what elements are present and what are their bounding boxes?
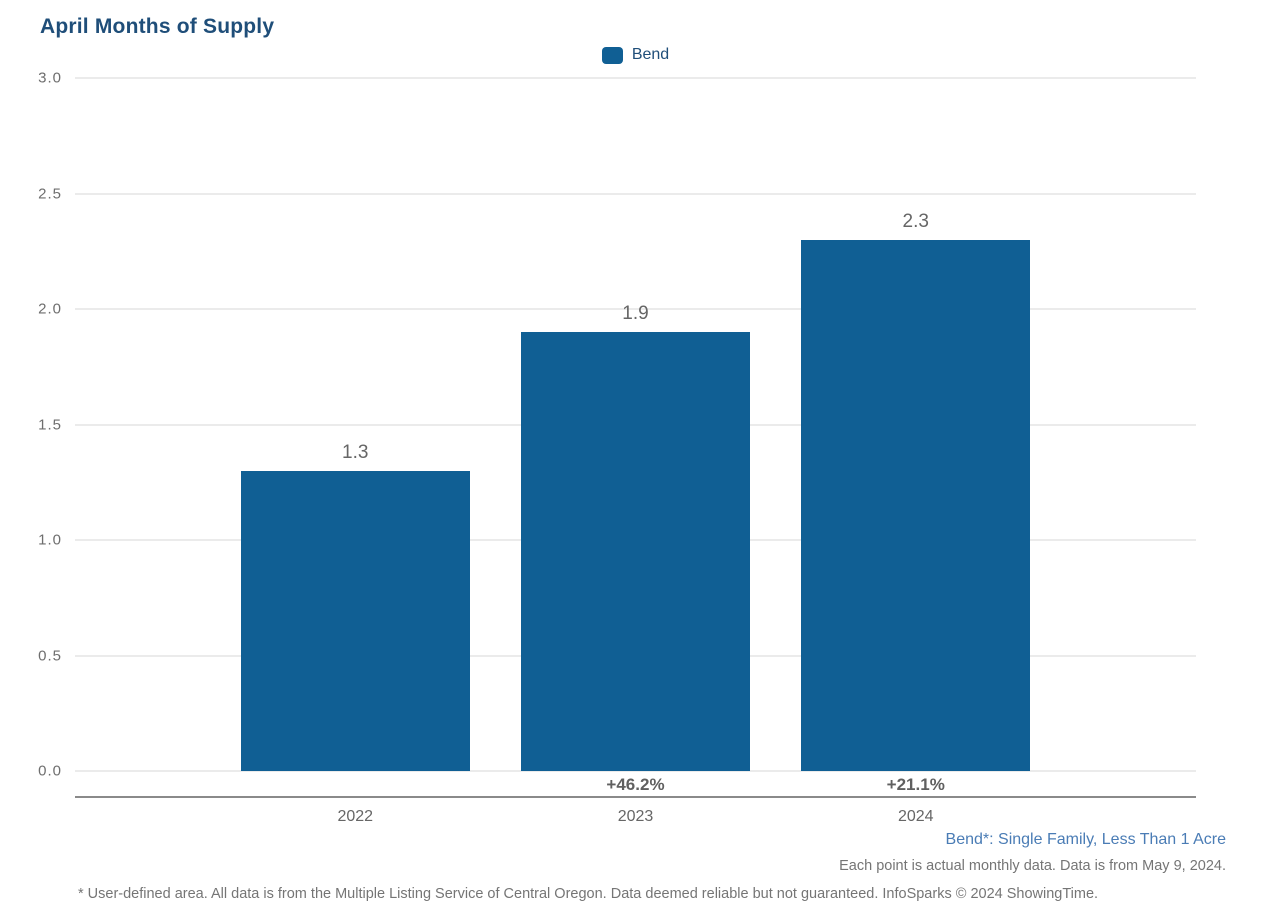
y-axis-tick-label: 1.0 [38,531,62,549]
y-axis-tick-label: 2.5 [38,185,62,202]
x-axis-category-label: 2024 [897,808,934,825]
x-axis-category-label: 2023 [617,808,654,825]
y-axis-tick-label: 0.0 [38,762,62,780]
gridline [75,770,1196,772]
disclaimer-footnote: * User-defined area. All data is from th… [78,886,1099,902]
gridline [75,192,1196,195]
gridline [75,77,1196,79]
legend-swatch-bend[interactable] [601,46,623,64]
y-axis-tick-label: 3.0 [38,69,62,87]
bar-value-label: 1.9 [622,303,649,325]
pct-change-label: +21.1% [886,775,945,794]
x-axis-category-label: 2022 [337,808,374,825]
gridline [75,308,1196,310]
pct-change-label: +46.2% [606,775,665,794]
x-axis-line [75,796,1196,798]
y-axis-tick-label: 2.0 [38,300,62,318]
y-axis-tick-label: 0.5 [38,647,62,664]
data-source-note: Each point is actual monthly data. Data … [839,858,1226,874]
y-axis-tick-label: 1.5 [38,416,62,433]
bar-value-label: 2.3 [902,210,929,232]
chart-title: April Months of Supply [40,15,275,38]
legend-label-bend[interactable]: Bend [631,46,670,63]
plot-area: 3.0 2.5 2.0 1.5 1.0 0.5 0.0 1.3 2022 1.9 +46.2% 202… [38,70,1196,825]
chart-legend: Bend [75,46,1196,64]
bar-2023[interactable] [521,332,750,771]
bar-2024[interactable] [801,239,1031,771]
bar-2022[interactable] [240,470,470,771]
bar-value-label: 1.3 [342,441,369,463]
series-definition-note: Bend*: Single Family, Less Than 1 Acre [945,831,1226,848]
